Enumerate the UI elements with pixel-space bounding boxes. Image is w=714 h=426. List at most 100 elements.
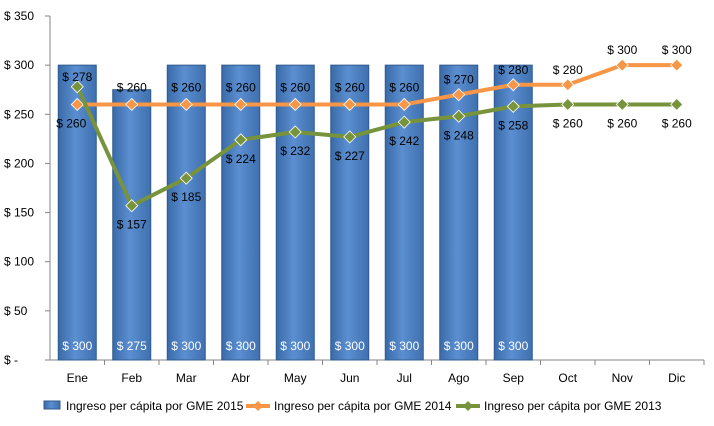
- line-2013-value-label: $ 242: [389, 134, 419, 148]
- bar-value-label: $ 300: [226, 339, 256, 353]
- marker-2013: [506, 99, 520, 113]
- marker-2013: [397, 115, 411, 129]
- bar-value-label: $ 275: [117, 339, 147, 353]
- x-tick-label: Dic: [668, 371, 685, 385]
- marker-2013: [615, 97, 629, 112]
- bar-value-label: $ 300: [444, 339, 474, 353]
- x-tick-label: Oct: [558, 371, 577, 385]
- line-2014: [77, 63, 677, 107]
- legend-item: Ingreso per cápita por GME 2015: [43, 399, 244, 413]
- marker-2014: [288, 97, 302, 112]
- x-tick-label: Sep: [503, 371, 525, 385]
- y-tick-label: $ 300: [4, 58, 34, 72]
- line-2013-value-label: $ 260: [607, 116, 637, 130]
- x-tick-label: Jun: [340, 371, 359, 385]
- line-2013-value-label: $ 260: [553, 116, 583, 130]
- y-tick-label: $ 350: [4, 9, 34, 23]
- x-tick-label: May: [284, 371, 307, 385]
- line-2014-value-label: $ 260: [171, 80, 201, 94]
- marker-2013: [288, 125, 302, 139]
- x-tick-label: Ago: [448, 371, 470, 385]
- line-2014-value-label: $ 260: [335, 80, 365, 94]
- data-labels: $ 300 $ 275 $ 300 $ 300 $ 300 $ 300 $ 300 $ 300…: [56, 43, 692, 353]
- marker-2013: [561, 97, 575, 112]
- marker-2014: [670, 58, 684, 72]
- marker-2013: [70, 80, 84, 94]
- bar-value-label: $ 300: [498, 339, 528, 353]
- bar-2015: [493, 64, 533, 361]
- bar-series: [57, 64, 533, 361]
- line-2013-value-label: $ 157: [117, 218, 147, 232]
- marker-2013: [343, 130, 357, 144]
- marker-2013: [452, 109, 466, 123]
- line-2014-value-label: $ 300: [607, 43, 637, 57]
- bar-2015: [384, 64, 424, 361]
- marker-2013: [125, 199, 139, 213]
- line-2014-value-label: $ 260: [56, 116, 86, 130]
- marker-2013: [670, 97, 684, 112]
- y-tick-label: $ 250: [4, 107, 34, 121]
- bar-2015: [275, 64, 315, 361]
- line-2014-value-label: $ 280: [498, 63, 528, 77]
- x-tick-label: Ene: [67, 371, 89, 385]
- line-2014-value-label: $ 280: [553, 63, 583, 77]
- x-tick-label: Abr: [231, 371, 250, 385]
- marker-2014: [506, 78, 520, 92]
- marker-2014: [125, 97, 139, 112]
- marker-2014: [615, 58, 629, 72]
- line-2013: [75, 85, 677, 208]
- x-tick-label: Mar: [176, 371, 197, 385]
- marker-2014: [70, 97, 84, 112]
- legend-label: Ingreso per cápita por GME 2013: [484, 399, 662, 413]
- legend-swatch-marker: [253, 401, 263, 411]
- line-2014-value-label: $ 260: [280, 80, 310, 94]
- bar-2015: [439, 64, 479, 361]
- marker-2014: [561, 78, 575, 92]
- line-2013-value-label: $ 258: [498, 118, 528, 132]
- line-2013-value-label: $ 227: [335, 149, 365, 163]
- y-tick-label: $ 50: [4, 304, 28, 318]
- legend-item: Ingreso per cápita por GME 2013: [456, 399, 662, 413]
- line-2014-value-label: $ 260: [226, 80, 256, 94]
- y-tick-label: $ 200: [4, 156, 34, 170]
- marker-2014: [234, 97, 248, 112]
- bar-value-label: $ 300: [280, 339, 310, 353]
- line-2013-value-label: $ 224: [226, 152, 256, 166]
- legend-item: Ingreso per cápita por GME 2014: [246, 399, 452, 413]
- bar-value-label: $ 300: [171, 339, 201, 353]
- line-2013-value-label: $ 260: [662, 116, 692, 130]
- y-axis: $ - $ 50 $ 100 $ 150 $ 200 $ 250 $ 300 $ 350: [4, 9, 51, 367]
- y-tick-label: $ -: [4, 353, 18, 367]
- marker-2013: [234, 133, 248, 147]
- bar-2015: [166, 64, 206, 361]
- legend-swatch-marker: [463, 401, 473, 411]
- marker-2013: [179, 171, 193, 185]
- marker-2014: [343, 97, 357, 112]
- x-tick-label: Nov: [612, 371, 633, 385]
- x-axis: Ene Feb Mar Abr May Jun Jul Ago Sep Oct Nov Dic: [50, 359, 705, 385]
- marker-2014: [179, 97, 193, 112]
- marker-2014: [452, 88, 466, 102]
- line-2014-value-label: $ 270: [444, 73, 474, 87]
- marker-2014: [397, 97, 411, 112]
- x-tick-label: Feb: [121, 371, 142, 385]
- y-tick-label: $ 150: [4, 206, 34, 220]
- bar-value-label: $ 300: [389, 339, 419, 353]
- bar-value-label: $ 300: [335, 339, 365, 353]
- line-2014-value-label: $ 300: [662, 43, 692, 57]
- x-tick-label: Jul: [397, 371, 412, 385]
- line-2013-value-label: $ 248: [444, 128, 474, 142]
- bar-2015: [330, 64, 370, 361]
- bar-value-label: $ 300: [62, 339, 92, 353]
- line-2013-value-label: $ 232: [280, 144, 310, 158]
- bar-2015: [221, 64, 261, 361]
- bar-2015: [112, 89, 152, 361]
- legend-label: Ingreso per cápita por GME 2014: [274, 399, 452, 413]
- legend-label: Ingreso per cápita por GME 2015: [66, 399, 244, 413]
- line-2014-value-label: $ 260: [117, 80, 147, 94]
- line-2013-value-label: $ 185: [171, 190, 201, 204]
- legend-swatch-bar: [43, 400, 61, 410]
- y-tick-label: $ 100: [4, 255, 34, 269]
- line-series: [70, 58, 684, 213]
